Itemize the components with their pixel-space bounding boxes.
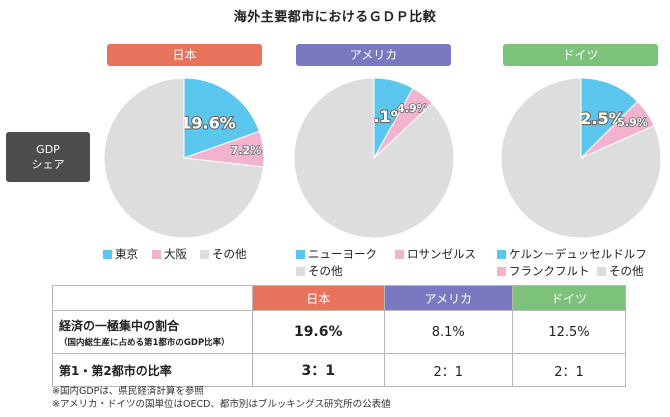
footnotes: ※国内GDPは、県民経済計算を参照 ※アメリカ・ドイツの国単位はOECD、都市別… xyxy=(52,385,391,411)
legend-label: その他 xyxy=(609,264,644,278)
table-cell: 2：1 xyxy=(512,353,626,387)
legend-item-other: その他 xyxy=(597,263,644,279)
table-cell: 8.1% xyxy=(383,310,514,354)
legend-label: その他 xyxy=(212,247,247,261)
comparison-table: 日本 アメリカ ドイツ 経済の一極集中の割合 （国内総生産に占める第1都市のGD… xyxy=(52,285,626,387)
legend-swatch xyxy=(103,250,112,259)
legend-swatch xyxy=(296,267,305,276)
legend-swatch xyxy=(597,267,606,276)
pie-value-label: 4.9% xyxy=(397,102,428,115)
legend-swatch xyxy=(497,250,506,259)
legend-label: フランクフルト xyxy=(509,264,590,278)
pie-value-label: 7.2% xyxy=(231,144,262,157)
row-label-main: 経済の一極集中の割合 xyxy=(59,318,180,333)
legend-item-osaka: 大阪 xyxy=(152,246,187,262)
footnote: ※国内GDPは、県民経済計算を参照 xyxy=(52,386,204,397)
legend-label: ケルン－デュッセルドルフ xyxy=(509,247,647,261)
legend-item-new-york: ニューヨーク xyxy=(296,246,377,262)
pie-charts: 19.6%7.2%8.1%4.9%12.5%5.9% xyxy=(103,77,662,239)
row-label-sub: （国内総生産に占める第1都市のGDP比率） xyxy=(59,337,230,348)
table-corner-cell xyxy=(52,285,253,311)
chart-title: 海外主要都市におけるＧＤＰ比較 xyxy=(233,10,437,25)
table-cell: 12.5% xyxy=(512,310,626,354)
pie-value-label: 5.9% xyxy=(617,116,648,129)
table-header-germany: ドイツ xyxy=(512,285,626,311)
table-cell: 2：1 xyxy=(383,353,514,387)
legend-swatch xyxy=(497,267,506,276)
country-header-germany: ドイツ xyxy=(503,44,658,66)
legend-item-cologne-dusseldorf: ケルン－デュッセルドルフ xyxy=(497,246,647,262)
pie-slice-other xyxy=(103,77,265,239)
table-row: 経済の一極集中の割合 （国内総生産に占める第1都市のGDP比率） 19.6% 8… xyxy=(52,310,626,354)
legend-item-other: その他 xyxy=(296,263,343,279)
legend-swatch xyxy=(200,250,209,259)
pie-value-label: 19.6% xyxy=(180,114,236,133)
legend-swatch xyxy=(152,250,161,259)
legend-label: ロサンゼルス xyxy=(407,247,476,261)
table-header-row: 日本 アメリカ ドイツ xyxy=(52,285,626,311)
country-header-usa: アメリカ xyxy=(296,44,451,66)
gdp-share-label: GDP シェア xyxy=(6,132,90,182)
legend-item-frankfurt: フランクフルト xyxy=(497,263,590,279)
table-header-usa: アメリカ xyxy=(383,285,514,311)
legend-swatch xyxy=(296,250,305,259)
table-row-label: 第1・第2都市の比率 xyxy=(52,353,253,387)
legend-item-los-angeles: ロサンゼルス xyxy=(395,246,476,262)
table-row-label: 経済の一極集中の割合 （国内総生産に占める第1都市のGDP比率） xyxy=(52,310,253,354)
table-cell: 19.6% xyxy=(252,310,385,354)
legend-label: 大阪 xyxy=(164,247,187,261)
legend-item-other: その他 xyxy=(200,246,247,262)
legend-label: その他 xyxy=(308,264,343,278)
legend-item-tokyo: 東京 xyxy=(103,246,138,262)
legend-label: 東京 xyxy=(115,247,138,261)
pie-slice-first-city xyxy=(580,77,639,160)
row-label-main: 第1・第2都市の比率 xyxy=(59,363,172,378)
pie-value-label: 12.5% xyxy=(569,109,625,128)
pie-slice-other xyxy=(500,77,662,239)
gdp-share-label-line1: GDP xyxy=(36,143,60,156)
table-header-japan: 日本 xyxy=(252,285,385,311)
footnote: ※アメリカ・ドイツの国単位はOECD、都市別はブルッキングス研究所の公表値 xyxy=(52,399,391,410)
pie-slice-other xyxy=(293,77,455,239)
legend-label: ニューヨーク xyxy=(308,247,377,261)
table-cell: 3：1 xyxy=(252,353,385,387)
table-row: 第1・第2都市の比率 3：1 2：1 2：1 xyxy=(52,353,626,387)
gdp-share-label-line2: シェア xyxy=(31,158,65,171)
country-header-japan: 日本 xyxy=(107,44,262,66)
legend-swatch xyxy=(395,250,404,259)
